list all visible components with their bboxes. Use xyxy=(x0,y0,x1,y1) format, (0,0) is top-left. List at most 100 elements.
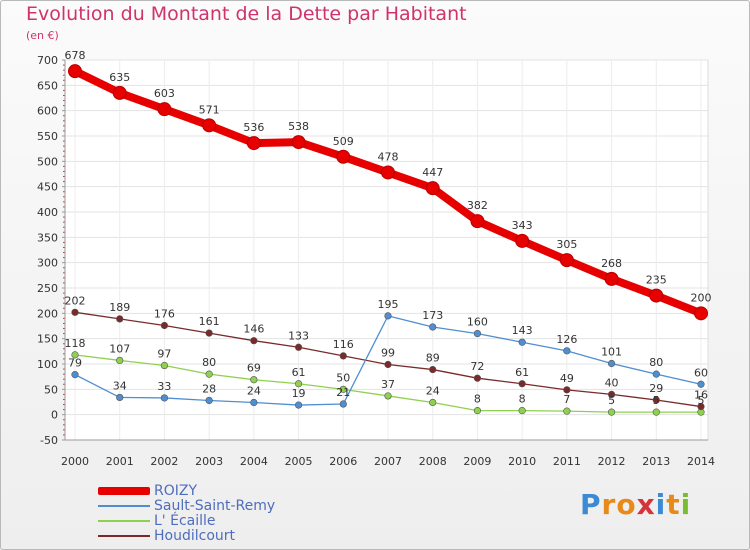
data-label: 678 xyxy=(65,49,86,62)
data-point xyxy=(116,393,124,402)
data-label: 538 xyxy=(288,120,309,133)
data-label: 161 xyxy=(199,315,220,328)
data-point xyxy=(112,85,127,100)
x-tick-label: 2005 xyxy=(285,455,313,468)
data-label: 101 xyxy=(601,345,622,358)
data-label: 200 xyxy=(691,291,712,304)
data-label: 173 xyxy=(422,309,443,322)
data-point xyxy=(71,308,79,316)
data-point xyxy=(429,398,437,407)
data-label: 5 xyxy=(608,394,615,407)
data-point xyxy=(202,118,217,133)
brand-letter: t xyxy=(666,488,681,521)
data-point xyxy=(250,337,258,345)
data-label: 7 xyxy=(563,393,570,406)
data-label: 603 xyxy=(154,87,175,100)
y-tick-label: 500 xyxy=(37,155,58,168)
data-label: 29 xyxy=(649,382,663,395)
x-tick-label: 2010 xyxy=(508,455,536,468)
data-label: 79 xyxy=(68,357,82,370)
data-point xyxy=(205,329,213,337)
data-point xyxy=(339,385,347,393)
data-point xyxy=(563,347,571,355)
brand-letter: o xyxy=(616,488,637,521)
data-point xyxy=(652,396,660,404)
legend-item-l-ecaille: L' Écaille xyxy=(98,513,358,529)
y-tick-label: 450 xyxy=(37,181,58,194)
data-label: 24 xyxy=(426,385,440,398)
data-point xyxy=(246,136,261,151)
data-point xyxy=(336,149,351,164)
y-tick-label: 200 xyxy=(37,307,58,320)
data-point xyxy=(116,315,124,323)
data-point xyxy=(470,214,485,229)
data-point xyxy=(71,371,79,379)
x-tick-label: 2012 xyxy=(598,455,626,468)
data-point xyxy=(384,360,392,369)
data-label: 195 xyxy=(378,298,399,311)
data-point xyxy=(250,398,258,407)
data-point xyxy=(160,361,169,370)
x-tick-label: 2013 xyxy=(642,455,670,468)
data-point xyxy=(697,380,705,388)
brand-letter: P xyxy=(580,488,602,521)
y-tick-label: 550 xyxy=(37,130,58,143)
data-point xyxy=(518,338,526,346)
data-point xyxy=(473,374,482,382)
data-point xyxy=(429,365,437,374)
data-point xyxy=(559,253,574,268)
data-label: 34 xyxy=(113,379,127,392)
data-label: 146 xyxy=(243,323,264,336)
data-label: 382 xyxy=(467,199,488,212)
data-point xyxy=(697,402,705,411)
data-label: 116 xyxy=(333,338,354,351)
data-label: 97 xyxy=(157,348,171,361)
data-label: 5 xyxy=(653,394,660,407)
legend-item-roizy: ROIZY xyxy=(98,483,358,499)
data-label: 107 xyxy=(109,342,130,355)
x-tick-label: 2000 xyxy=(61,455,89,468)
data-point xyxy=(563,407,571,415)
data-point xyxy=(518,407,526,415)
data-label: 343 xyxy=(512,219,533,232)
data-label: 89 xyxy=(426,352,440,365)
y-tick-label: 100 xyxy=(37,358,58,371)
legend-swatch-roizy xyxy=(98,487,150,495)
brand-logo: Proxiti xyxy=(580,488,691,521)
data-point xyxy=(604,271,619,286)
legend-item-sault-saint-remy: Sault-Saint-Remy xyxy=(98,498,358,514)
chart-title: Evolution du Montant de la Dette par Hab… xyxy=(26,3,467,25)
y-tick-label: 600 xyxy=(37,105,58,118)
data-point xyxy=(425,181,440,196)
y-tick-label: 0 xyxy=(51,409,58,422)
legend-swatch-l-ecaille xyxy=(98,520,150,522)
data-label: 447 xyxy=(422,166,443,179)
x-tick-label: 2014 xyxy=(687,455,715,468)
data-label: 60 xyxy=(694,366,708,379)
data-label: 50 xyxy=(336,371,350,384)
data-point xyxy=(384,392,392,400)
x-tick-label: 2006 xyxy=(329,455,357,468)
data-point xyxy=(518,380,526,388)
y-tick-label: -50 xyxy=(40,434,58,447)
data-label: 5 xyxy=(698,394,705,407)
brand-letter: r xyxy=(601,488,617,521)
data-point xyxy=(473,330,482,338)
data-point xyxy=(339,400,347,408)
x-tick-label: 2007 xyxy=(374,455,402,468)
legend-item-houdilcourt: Houdilcourt xyxy=(98,528,358,544)
data-point xyxy=(205,396,213,405)
data-point xyxy=(294,401,303,409)
legend-label-l-ecaille: L' Écaille xyxy=(154,513,216,529)
data-label: 69 xyxy=(247,362,261,375)
data-point xyxy=(68,64,82,79)
y-tick-label: 650 xyxy=(37,79,58,92)
data-point xyxy=(116,356,124,365)
data-label: 143 xyxy=(512,324,533,337)
legend-label-sault-saint-remy: Sault-Saint-Remy xyxy=(154,498,276,514)
data-label: 305 xyxy=(556,238,577,251)
data-label: 80 xyxy=(649,356,663,369)
data-point xyxy=(339,352,347,360)
data-label: 61 xyxy=(515,366,529,379)
